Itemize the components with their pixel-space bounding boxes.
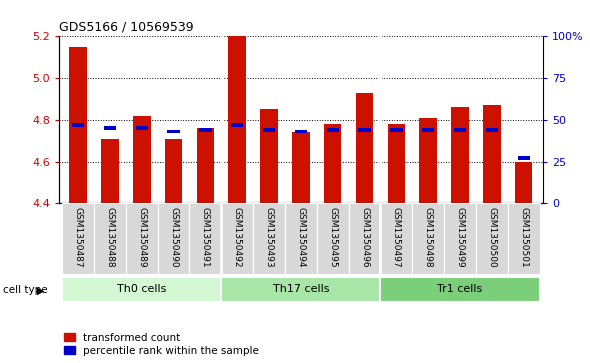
Text: GSM1350498: GSM1350498 — [424, 207, 432, 268]
Bar — [349, 203, 381, 274]
Bar — [104, 126, 116, 130]
Bar — [324, 124, 342, 203]
Text: Th0 cells: Th0 cells — [117, 284, 166, 294]
Bar — [263, 128, 275, 132]
Bar — [292, 132, 310, 203]
Bar — [483, 105, 501, 203]
Bar — [231, 123, 243, 127]
Bar — [260, 109, 278, 203]
Bar — [381, 277, 540, 302]
Bar — [419, 118, 437, 203]
Bar — [133, 115, 150, 203]
Text: Th17 cells: Th17 cells — [273, 284, 329, 294]
Bar — [317, 203, 349, 274]
Bar — [158, 203, 189, 274]
Bar — [101, 139, 119, 203]
Bar — [221, 203, 253, 274]
Bar — [390, 128, 402, 132]
Bar — [70, 47, 87, 203]
Text: GSM1350487: GSM1350487 — [74, 207, 83, 268]
Bar — [199, 128, 212, 132]
Text: GSM1350491: GSM1350491 — [201, 207, 210, 268]
Text: GDS5166 / 10569539: GDS5166 / 10569539 — [59, 21, 194, 34]
Bar — [444, 203, 476, 274]
Bar — [381, 203, 412, 274]
Bar — [451, 107, 469, 203]
Text: GSM1350490: GSM1350490 — [169, 207, 178, 268]
Text: GSM1350500: GSM1350500 — [487, 207, 496, 268]
Bar — [356, 93, 373, 203]
Text: GSM1350489: GSM1350489 — [137, 207, 146, 268]
Text: GSM1350499: GSM1350499 — [455, 207, 464, 268]
Bar — [454, 128, 466, 132]
Bar — [94, 203, 126, 274]
Bar — [165, 139, 182, 203]
Text: GSM1350497: GSM1350497 — [392, 207, 401, 268]
Legend: transformed count, percentile rank within the sample: transformed count, percentile rank withi… — [64, 333, 259, 356]
Bar — [228, 36, 246, 203]
Bar — [508, 203, 540, 274]
Bar — [517, 156, 530, 160]
Bar — [327, 128, 339, 132]
Text: GSM1350494: GSM1350494 — [296, 207, 306, 267]
Bar — [189, 203, 221, 274]
Bar — [126, 203, 158, 274]
Bar — [359, 128, 371, 132]
Bar — [62, 203, 94, 274]
Bar — [136, 126, 148, 130]
Bar — [253, 203, 285, 274]
Text: GSM1350501: GSM1350501 — [519, 207, 528, 268]
Bar — [476, 203, 508, 274]
Text: GSM1350495: GSM1350495 — [328, 207, 337, 268]
Bar — [422, 128, 434, 132]
Text: GSM1350488: GSM1350488 — [106, 207, 114, 268]
Bar — [196, 128, 214, 203]
Bar — [72, 123, 84, 127]
Bar — [285, 203, 317, 274]
Text: GSM1350496: GSM1350496 — [360, 207, 369, 268]
Bar — [412, 203, 444, 274]
Text: Tr1 cells: Tr1 cells — [437, 284, 483, 294]
Bar — [295, 130, 307, 133]
Bar — [62, 277, 221, 302]
Bar — [515, 162, 532, 203]
Bar — [486, 128, 498, 132]
Bar — [168, 130, 180, 133]
Bar — [221, 277, 381, 302]
Text: GSM1350492: GSM1350492 — [232, 207, 242, 267]
Text: ▶: ▶ — [37, 285, 44, 295]
Text: GSM1350493: GSM1350493 — [264, 207, 274, 268]
Text: cell type: cell type — [3, 285, 48, 295]
Bar — [388, 124, 405, 203]
